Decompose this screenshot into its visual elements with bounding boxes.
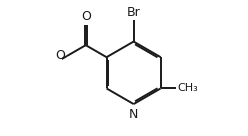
Text: CH₃: CH₃: [177, 83, 198, 93]
Text: O: O: [81, 10, 91, 23]
Text: O: O: [55, 50, 65, 62]
Text: N: N: [129, 108, 138, 121]
Text: Br: Br: [127, 6, 140, 19]
